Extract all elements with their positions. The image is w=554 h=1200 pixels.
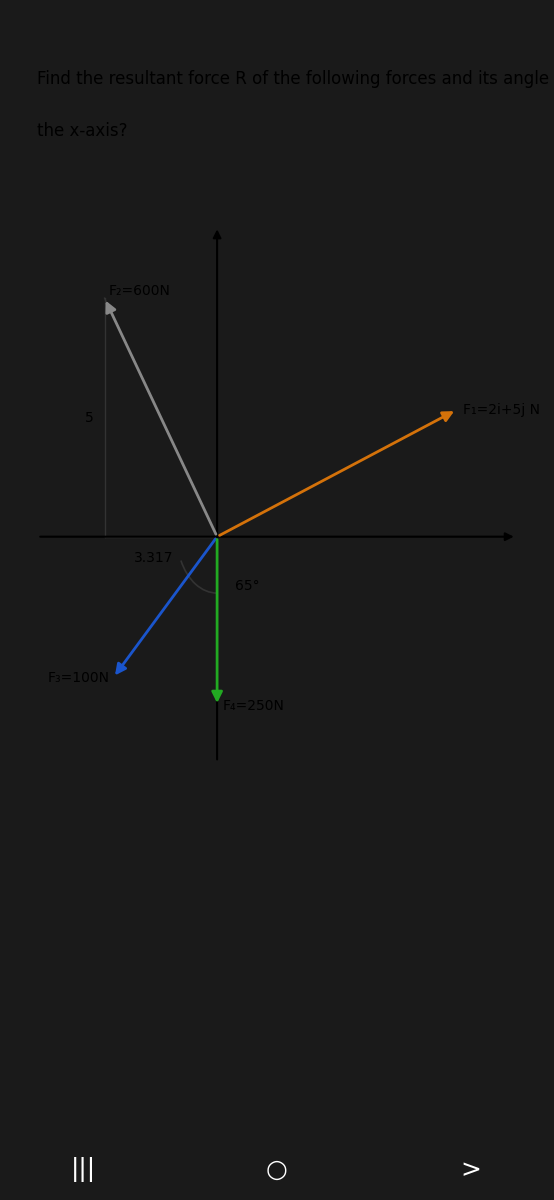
Text: ○: ○	[266, 1158, 288, 1182]
Text: |||: |||	[70, 1158, 96, 1182]
Text: F₂=600N: F₂=600N	[109, 284, 171, 298]
Text: the x-axis?: the x-axis?	[38, 122, 128, 140]
Text: 5: 5	[85, 412, 93, 425]
Text: 65°: 65°	[235, 578, 260, 593]
Text: 3.317: 3.317	[134, 551, 173, 565]
Text: F₁=2i+5j N: F₁=2i+5j N	[463, 403, 540, 416]
Text: F₃=100N: F₃=100N	[47, 671, 109, 685]
Text: F₄=250N: F₄=250N	[223, 698, 285, 713]
Text: Find the resultant force R of the following forces and its angle with: Find the resultant force R of the follow…	[38, 71, 554, 89]
Text: >: >	[460, 1158, 481, 1182]
